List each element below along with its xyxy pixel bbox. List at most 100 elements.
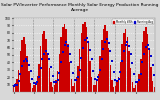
Point [23,60,25,62]
Bar [98,74,99,92]
Point [63,45,66,46]
Bar [154,87,155,92]
Point [43,53,45,54]
Bar [27,56,28,92]
Point [100,58,103,60]
Point [84,39,86,41]
Point [85,37,88,39]
Bar [140,59,141,92]
Point [128,45,130,47]
Point [148,48,151,50]
Bar [91,77,92,92]
Point [75,79,78,81]
Bar [103,29,104,92]
Point [12,85,15,87]
Bar [62,27,64,92]
Bar [142,42,143,92]
Bar [59,54,60,92]
Point [40,68,42,69]
Point [53,81,56,82]
Point [102,48,105,50]
Bar [81,33,82,92]
Point [51,75,54,76]
Point [77,76,79,78]
Point [82,47,84,48]
Point [151,65,154,66]
Bar [135,85,136,92]
Point [92,70,95,72]
Point [150,56,152,57]
Bar [108,48,109,92]
Bar [40,46,41,92]
Point [89,49,91,51]
Bar [125,29,126,92]
Bar [57,71,58,92]
Point [116,80,118,82]
Point [136,81,139,82]
Point [19,73,22,74]
Bar [37,76,38,92]
Bar [138,74,140,92]
Point [55,82,57,83]
Point [60,62,62,63]
Point [119,71,122,73]
Bar [45,39,47,92]
Bar [152,81,153,92]
Point [143,53,145,54]
Bar [71,79,72,92]
Bar [67,44,69,92]
Bar [113,87,114,92]
Point [65,42,68,43]
Bar [111,80,113,92]
Bar [150,67,152,92]
Bar [144,31,145,92]
Bar [82,24,84,92]
Point [80,57,83,59]
Bar [38,64,40,92]
Bar [30,83,31,92]
Point [90,59,93,60]
Bar [50,82,52,92]
Point [34,83,37,85]
Bar [88,42,89,92]
Bar [118,77,120,92]
Point [114,79,117,81]
Bar [110,65,111,92]
Point [67,45,69,47]
Bar [96,81,97,92]
Point [131,62,134,64]
Point [48,59,51,60]
Point [56,79,59,81]
Point [26,60,28,62]
Bar [15,83,16,92]
Point [123,50,125,52]
Bar [120,62,121,92]
Text: Solar PV/Inverter Performance Monthly Solar Energy Production Running Average: Solar PV/Inverter Performance Monthly So… [1,3,159,12]
Bar [101,40,103,92]
Point [112,71,115,73]
Point [62,51,64,53]
Bar [60,36,62,92]
Bar [33,85,35,92]
Bar [79,49,80,92]
Point [107,42,110,44]
Point [73,79,76,81]
Point [21,65,23,67]
Point [126,41,128,42]
Point [45,50,47,51]
Point [70,62,73,63]
Bar [23,36,24,92]
Point [72,72,74,74]
Point [145,46,147,48]
Point [28,65,30,66]
Point [134,81,137,82]
Point [33,82,35,84]
Bar [106,31,108,92]
Bar [55,80,57,92]
Point [16,84,18,85]
Bar [121,44,123,92]
Bar [21,40,23,92]
Point [79,69,81,71]
Bar [35,82,36,92]
Point [29,70,32,72]
